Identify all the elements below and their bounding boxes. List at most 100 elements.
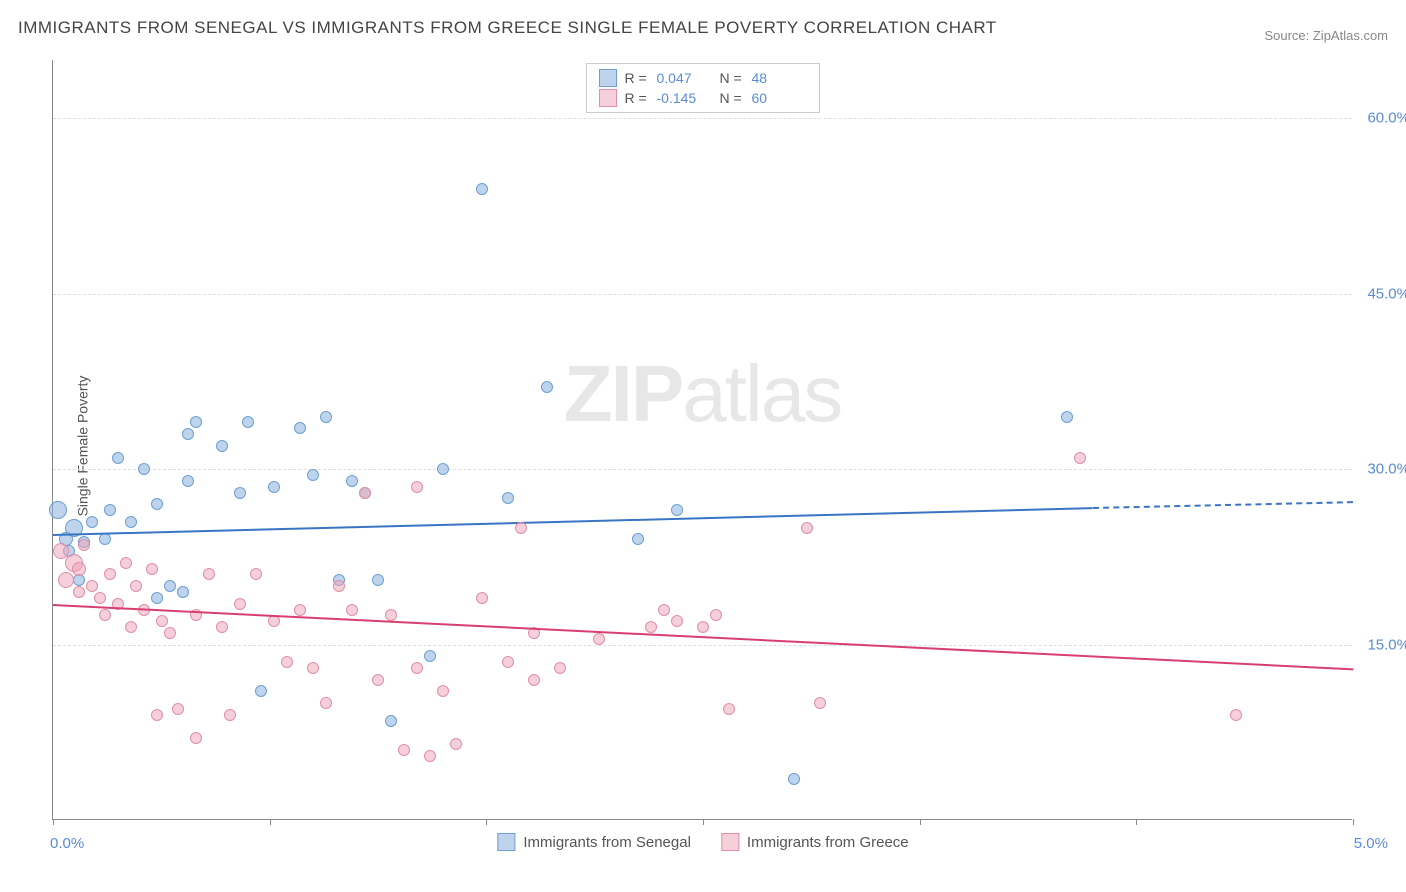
data-point-greece xyxy=(554,662,566,674)
data-point-senegal xyxy=(541,381,553,393)
data-point-senegal xyxy=(49,501,67,519)
data-point-senegal xyxy=(125,516,137,528)
data-point-senegal xyxy=(476,183,488,195)
x-tick xyxy=(703,819,704,825)
series-label: Immigrants from Senegal xyxy=(523,834,691,851)
y-tick-label: 60.0% xyxy=(1367,110,1406,127)
data-point-senegal xyxy=(182,475,194,487)
chart-container: IMMIGRANTS FROM SENEGAL VS IMMIGRANTS FR… xyxy=(0,0,1406,892)
legend-n-value: 60 xyxy=(752,90,807,106)
data-point-greece xyxy=(671,615,683,627)
data-point-senegal xyxy=(437,463,449,475)
data-point-greece xyxy=(710,609,722,621)
gridline xyxy=(53,469,1352,470)
legend-r-label: R = xyxy=(625,70,649,86)
y-tick-label: 30.0% xyxy=(1367,461,1406,478)
data-point-senegal xyxy=(242,416,254,428)
data-point-senegal xyxy=(182,428,194,440)
data-point-greece xyxy=(307,662,319,674)
data-point-greece xyxy=(203,568,215,580)
data-point-senegal xyxy=(234,487,246,499)
data-point-senegal xyxy=(177,586,189,598)
data-point-greece xyxy=(72,562,86,576)
data-point-greece xyxy=(528,674,540,686)
plot-area: ZIPatlas R =0.047N =48R =-0.145N =60 15.… xyxy=(52,60,1352,820)
data-point-greece xyxy=(156,615,168,627)
legend-n-value: 48 xyxy=(752,70,807,86)
x-tick xyxy=(1136,819,1137,825)
legend-r-value: 0.047 xyxy=(657,70,712,86)
gridline xyxy=(53,294,1352,295)
data-point-greece xyxy=(294,604,306,616)
data-point-greece xyxy=(593,633,605,645)
legend-swatch-senegal xyxy=(599,69,617,87)
series-legend: Immigrants from Senegal Immigrants from G… xyxy=(497,833,908,851)
data-point-greece xyxy=(450,738,462,750)
legend-row-greece: R = -0.145 N = 60 xyxy=(599,88,807,108)
legend-n-label: N = xyxy=(720,90,744,106)
legend-r-value: -0.145 xyxy=(657,90,712,106)
data-point-senegal xyxy=(372,574,384,586)
data-point-greece xyxy=(333,580,345,592)
data-point-greece xyxy=(658,604,670,616)
watermark-light: atlas xyxy=(682,349,841,438)
data-point-greece xyxy=(151,709,163,721)
legend-r-label: R = xyxy=(625,90,649,106)
data-point-greece xyxy=(104,568,116,580)
data-point-senegal xyxy=(788,773,800,785)
gridline xyxy=(53,118,1352,119)
data-point-greece xyxy=(281,656,293,668)
data-point-greece xyxy=(94,592,106,604)
series-legend-item-senegal: Immigrants from Senegal xyxy=(497,833,691,851)
data-point-senegal xyxy=(164,580,176,592)
trend-line-senegal xyxy=(53,507,1093,536)
data-point-greece xyxy=(164,627,176,639)
data-point-greece xyxy=(1230,709,1242,721)
data-point-greece xyxy=(78,539,90,551)
data-point-greece xyxy=(73,586,85,598)
data-point-greece xyxy=(424,750,436,762)
y-tick-label: 15.0% xyxy=(1367,636,1406,653)
data-point-senegal xyxy=(138,463,150,475)
data-point-greece xyxy=(130,580,142,592)
data-point-greece xyxy=(146,563,158,575)
data-point-greece xyxy=(476,592,488,604)
data-point-greece xyxy=(99,609,111,621)
data-point-greece xyxy=(1074,452,1086,464)
x-axis-max-label: 5.0% xyxy=(1354,835,1388,852)
series-legend-item-greece: Immigrants from Greece xyxy=(721,833,909,851)
data-point-greece xyxy=(58,572,74,588)
data-point-greece xyxy=(723,703,735,715)
data-point-greece xyxy=(372,674,384,686)
data-point-greece xyxy=(216,621,228,633)
data-point-greece xyxy=(411,481,423,493)
data-point-greece xyxy=(234,598,246,610)
data-point-greece xyxy=(697,621,709,633)
data-point-greece xyxy=(120,557,132,569)
data-point-greece xyxy=(437,685,449,697)
data-point-senegal xyxy=(255,685,267,697)
data-point-greece xyxy=(172,703,184,715)
data-point-greece xyxy=(801,522,813,534)
x-tick xyxy=(486,819,487,825)
source-attribution: Source: ZipAtlas.com xyxy=(1264,28,1388,43)
legend-swatch-greece xyxy=(599,89,617,107)
series-swatch-greece xyxy=(721,833,739,851)
data-point-greece xyxy=(86,580,98,592)
data-point-senegal xyxy=(320,411,332,423)
data-point-senegal xyxy=(294,422,306,434)
data-point-senegal xyxy=(99,533,111,545)
data-point-senegal xyxy=(190,416,202,428)
trend-line-dash-senegal xyxy=(1093,501,1353,509)
data-point-greece xyxy=(645,621,657,633)
trend-line-greece xyxy=(53,604,1353,670)
data-point-senegal xyxy=(671,504,683,516)
data-point-senegal xyxy=(112,452,124,464)
data-point-greece xyxy=(411,662,423,674)
data-point-greece xyxy=(359,487,371,499)
data-point-greece xyxy=(346,604,358,616)
data-point-senegal xyxy=(346,475,358,487)
data-point-senegal xyxy=(104,504,116,516)
data-point-senegal xyxy=(632,533,644,545)
y-tick-label: 45.0% xyxy=(1367,285,1406,302)
